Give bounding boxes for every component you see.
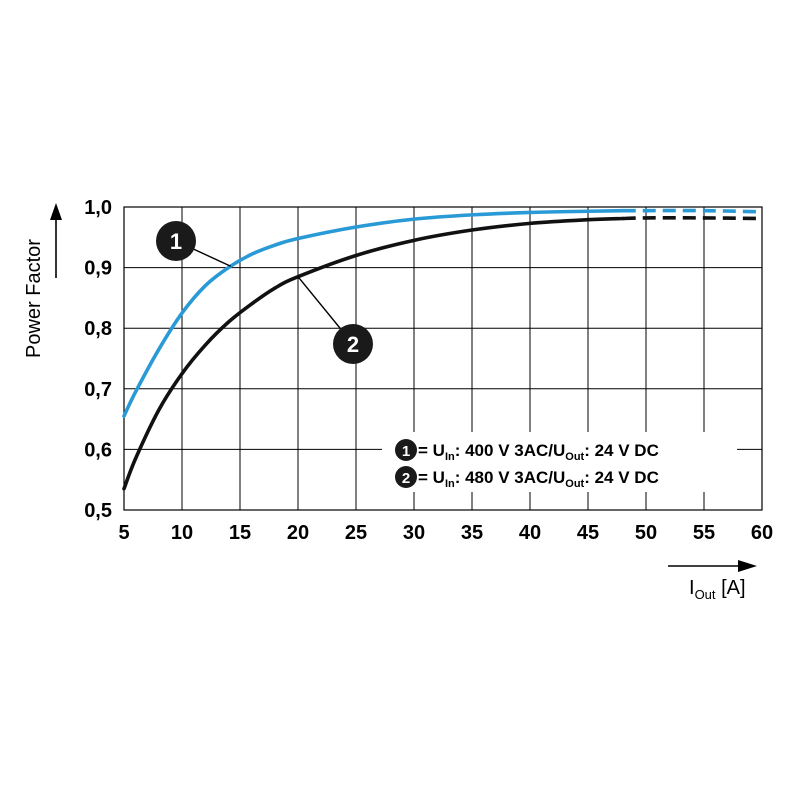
x-tick-label: 40	[519, 522, 541, 544]
legend-entry-1: = UIn: 400 V 3AC/UOut: 24 V DC	[418, 441, 659, 463]
legend-badge-number: 2	[402, 470, 410, 487]
series-callouts: 12	[156, 221, 373, 364]
x-tick-label: 30	[403, 522, 425, 544]
callout-2-badge	[333, 324, 373, 364]
legend-text-sub: In	[445, 478, 455, 490]
legend-badge-number: 1	[402, 443, 410, 460]
x-axis-label-sub: Out	[695, 587, 716, 602]
legend-text-part: = U	[418, 468, 445, 487]
x-tick-label: 60	[751, 522, 773, 544]
callout-1-badge	[156, 221, 196, 261]
y-tick-label: 0,8	[84, 318, 112, 340]
x-tick-label: 50	[635, 522, 657, 544]
x-axis-label: IOut [A]	[689, 577, 746, 602]
y-axis-title: Power Factor	[23, 203, 62, 358]
x-tick-label: 15	[229, 522, 251, 544]
legend-text-part: = U	[418, 441, 445, 460]
series-2-line-dashed	[622, 216, 763, 221]
y-tick-label: 1,0	[84, 197, 112, 219]
callout-1-number: 1	[170, 229, 182, 254]
legend-box	[382, 432, 737, 492]
y-axis-label: Power Factor	[23, 239, 45, 358]
x-axis-label-main: I	[689, 577, 695, 599]
x-tick-label: 25	[345, 522, 367, 544]
y-tick-label: 0,9	[84, 258, 112, 280]
x-axis-ticks: 5 10 15 20 25 30 35 40 45 50 55 60	[118, 522, 773, 544]
legend-text-part: : 400 V 3AC/U	[455, 441, 566, 460]
series-1-line	[122, 208, 625, 418]
legend-text-sub: Out	[565, 451, 584, 463]
legend-text-part: : 24 V DC	[584, 441, 659, 460]
legend-entry-2: = UIn: 480 V 3AC/UOut: 24 V DC	[418, 468, 659, 490]
x-tick-label: 45	[577, 522, 599, 544]
series-2-line	[122, 216, 625, 491]
y-tick-label: 0,7	[84, 379, 112, 401]
y-tick-label: 0,6	[84, 439, 112, 461]
series-lines	[122, 208, 763, 491]
x-axis-title: IOut [A]	[668, 560, 757, 602]
callout-2-number: 2	[347, 332, 359, 357]
legend-text-sub: Out	[565, 478, 584, 490]
y-axis-ticks: 0,5 0,6 0,7 0,8 0,9 1,0	[84, 197, 112, 522]
x-tick-label: 5	[118, 522, 129, 544]
legend-badge-2	[395, 466, 417, 488]
x-tick-label: 55	[693, 522, 715, 544]
x-tick-label: 10	[171, 522, 193, 544]
legend-badge-1	[395, 439, 417, 461]
legend: 1 = UIn: 400 V 3AC/UOut: 24 V DC2 = UIn:…	[382, 432, 737, 492]
x-tick-label: 35	[461, 522, 483, 544]
x-axis-label-unit: [A]	[716, 577, 746, 599]
y-tick-label: 0,5	[84, 500, 112, 522]
legend-text-sub: In	[445, 451, 455, 463]
x-tick-label: 20	[287, 522, 309, 544]
x-axis-arrow-head	[738, 560, 757, 572]
legend-text-part: : 24 V DC	[584, 468, 659, 487]
legend-text-part: : 480 V 3AC/U	[455, 468, 566, 487]
series-1-line-dashed	[622, 208, 763, 214]
y-axis-arrow-head	[50, 203, 62, 220]
